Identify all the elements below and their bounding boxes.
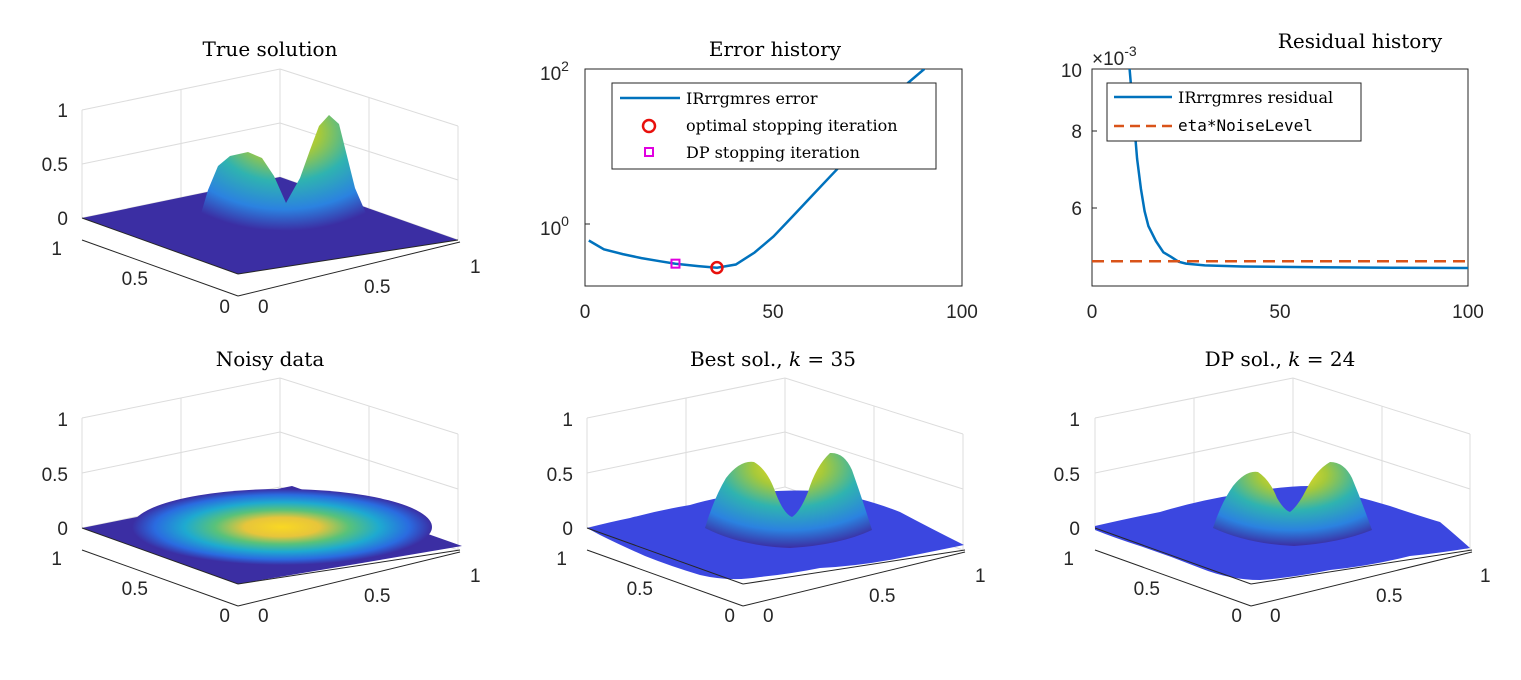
z-ticks: 1 0.5 0 (42, 101, 68, 230)
panel-best-solution: Best sol., k = 35 1 0.5 0 (547, 347, 986, 627)
z-tick: 0 (1069, 519, 1080, 540)
panel-title: Residual history (1278, 29, 1443, 53)
axes-edges (1094, 527, 1473, 607)
y-tick: 0.5 (122, 579, 148, 600)
x-ticks: 0 0.5 1 (258, 257, 481, 318)
z-tick: 0 (562, 519, 573, 540)
panel-noisy-data: Noisy data 1 0.5 0 1 (42, 347, 481, 627)
z-tick: 0 (57, 209, 68, 230)
panel-true-solution: True solution 1 0.5 0 1 (42, 37, 481, 318)
y-tick: 100 (540, 213, 569, 240)
z-tick: 0 (57, 519, 68, 540)
legend-circle-swatch (641, 118, 657, 134)
x-ticks: 0 0.5 1 (1270, 566, 1491, 627)
z-tick: 0.5 (1054, 465, 1080, 486)
series-line-residual (1128, 69, 1468, 270)
y-ticks: 1 0.5 0 (51, 549, 230, 627)
z-ticks: 1 0.5 0 (42, 410, 68, 540)
panel-error-history: Error history 102 100 0 50 100 IRrrgmres… (540, 37, 978, 323)
y-tick: 6 (1071, 199, 1082, 220)
plot-area (1091, 68, 1469, 287)
y-tick: 0 (1231, 606, 1242, 627)
panel-dp-solution: DP sol., k = 24 1 0.5 0 1 (1054, 347, 1491, 627)
x-ticks: 0 50 100 (580, 302, 978, 323)
y-tick: 0.5 (627, 579, 653, 600)
surface-peaks (200, 115, 368, 231)
z-ticks: 1 0.5 0 (1054, 410, 1080, 540)
y-ticks: 102 100 (540, 58, 590, 240)
legend-label: IRrrgmres error (686, 89, 818, 108)
legend-square-swatch (644, 147, 654, 157)
legend: IRrrgmres error optimal stopping iterati… (611, 82, 937, 170)
z-tick: 0.5 (547, 465, 573, 486)
marker-optimal-stop (710, 260, 724, 275)
panel-title: Error history (709, 37, 842, 61)
y-tick: 1 (1063, 549, 1074, 570)
y-ticks: 1 0.5 0 (1063, 549, 1242, 627)
y-tick: 0 (219, 297, 230, 318)
axes-edges (586, 527, 966, 607)
z-tick: 1 (562, 410, 573, 431)
marker-dp-stop (670, 258, 681, 269)
x-tick: 0 (1270, 606, 1281, 627)
y-tick: 0 (724, 606, 735, 627)
z-tick: 1 (1069, 410, 1080, 431)
z-tick: 0.5 (42, 465, 68, 486)
x-ticks: 0 50 100 (1087, 302, 1484, 323)
x-tick: 0 (580, 302, 591, 323)
x-tick: 1 (470, 257, 481, 278)
z-tick: 1 (57, 101, 68, 122)
legend-label: IRrrgmres residual (1178, 88, 1333, 107)
legend-label: optimal stopping iteration (686, 116, 898, 135)
x-tick: 1 (1480, 566, 1491, 587)
surface-blob (132, 489, 432, 565)
y-tick: 102 (540, 58, 569, 85)
x-tick: 100 (1452, 302, 1484, 323)
x-tick: 50 (1269, 302, 1290, 323)
panel-title: Noisy data (216, 347, 325, 371)
x-tick: 0 (258, 606, 269, 627)
x-tick: 0.5 (1376, 586, 1402, 607)
y-scale-multiplier: ×10-3 (1092, 43, 1137, 70)
y-tick: 0 (219, 606, 230, 627)
axes-edges (81, 527, 461, 607)
legend: IRrrgmres residual eta*NoiseLevel (1106, 82, 1362, 142)
panel-title: Best sol., k = 35 (690, 347, 856, 371)
y-ticks: 10 8 6 (1061, 61, 1097, 220)
x-tick: 0.5 (364, 277, 390, 298)
y-ticks: 1 0.5 0 (51, 239, 230, 318)
x-tick: 0 (258, 297, 269, 318)
z-tick: 0.5 (42, 155, 68, 176)
panel-title: DP sol., k = 24 (1205, 347, 1356, 371)
panel-residual-history: Residual history ×10-3 10 8 6 0 50 100 I… (1061, 29, 1484, 323)
y-tick: 1 (556, 549, 567, 570)
x-ticks: 0 0.5 1 (258, 566, 481, 627)
axes-edges (81, 217, 461, 297)
legend-label: DP stopping iteration (686, 143, 860, 162)
z-tick: 1 (57, 410, 68, 431)
x-tick: 0.5 (364, 586, 390, 607)
plot-area (584, 68, 963, 287)
y-tick: 0.5 (122, 269, 148, 290)
y-tick: 1 (51, 549, 62, 570)
y-tick: 8 (1071, 122, 1082, 143)
x-tick: 0.5 (869, 586, 895, 607)
surface-peaks (705, 452, 872, 548)
y-ticks: 1 0.5 0 (556, 549, 735, 627)
x-tick: 0 (763, 606, 774, 627)
x-tick: 50 (762, 302, 783, 323)
z-ticks: 1 0.5 0 (547, 410, 573, 540)
surface-peaks (1213, 462, 1372, 546)
legend-label: eta*NoiseLevel (1178, 116, 1313, 135)
x-tick: 0 (1087, 302, 1098, 323)
y-tick: 1 (51, 239, 62, 260)
x-tick: 1 (470, 566, 481, 587)
x-ticks: 0 0.5 1 (763, 566, 986, 627)
x-tick: 100 (946, 302, 978, 323)
y-tick: 0.5 (1134, 579, 1160, 600)
x-tick: 1 (975, 566, 986, 587)
y-tick: 10 (1061, 61, 1082, 82)
panel-title: True solution (203, 37, 338, 61)
